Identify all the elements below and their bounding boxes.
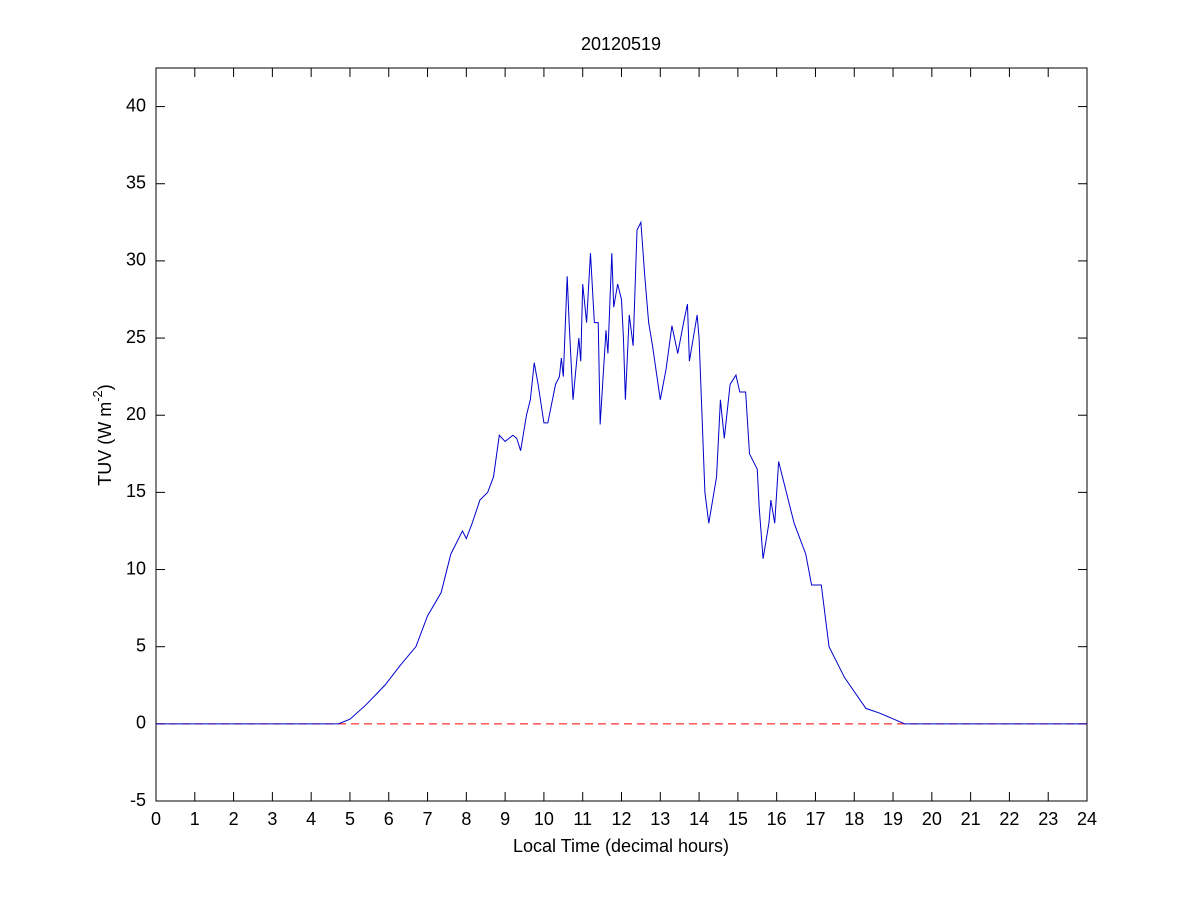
y-tick-label: 15: [126, 481, 146, 501]
x-tick-label: 15: [728, 809, 748, 829]
x-tick-label: 20: [922, 809, 942, 829]
y-tick-label: 30: [126, 250, 146, 270]
chart-title: 20120519: [581, 34, 661, 54]
x-tick-label: 6: [384, 809, 394, 829]
x-tick-label: 5: [345, 809, 355, 829]
x-tick-label: 0: [151, 809, 161, 829]
x-tick-label: 12: [611, 809, 631, 829]
x-tick-label: 11: [573, 809, 592, 829]
x-tick-label: 2: [229, 809, 239, 829]
y-axis-label-sup: -2: [90, 390, 105, 402]
y-tick-label: 25: [126, 327, 146, 347]
x-axis-label: Local Time (decimal hours): [513, 836, 729, 856]
y-tick-label: 10: [126, 558, 146, 578]
x-tick-label: 3: [267, 809, 277, 829]
x-tick-label: 18: [844, 809, 864, 829]
x-tick-label: 4: [306, 809, 316, 829]
y-axis-label-main: TUV (W m: [95, 402, 115, 486]
x-tick-label: 24: [1077, 809, 1097, 829]
x-tick-label: 10: [534, 809, 554, 829]
plot-frame: [155, 67, 1088, 802]
y-tick-label: 0: [136, 713, 146, 733]
x-tick-label: 14: [689, 809, 709, 829]
x-tick-label: 21: [961, 809, 981, 829]
y-tick-label: 20: [126, 404, 146, 424]
x-tick-label: 9: [500, 809, 510, 829]
y-tick-label: -5: [130, 790, 146, 810]
x-tick-label: 16: [767, 809, 787, 829]
x-tick-label: 13: [650, 809, 670, 829]
y-tick-label: 35: [126, 172, 146, 192]
x-tick-label: 1: [190, 809, 200, 829]
y-axis-label: TUV (W m-2): [90, 384, 114, 486]
y-tick-label: 5: [136, 635, 146, 655]
x-tick-label: 7: [423, 809, 433, 829]
x-tick-label: 23: [1038, 809, 1058, 829]
x-tick-label: 17: [805, 809, 825, 829]
y-tick-label: 40: [126, 95, 146, 115]
data-line: [156, 220, 1087, 725]
x-tick-label: 22: [999, 809, 1019, 829]
y-axis-label-end: ): [95, 384, 115, 390]
x-tick-label: 8: [461, 809, 471, 829]
x-tick-label: 19: [883, 809, 903, 829]
